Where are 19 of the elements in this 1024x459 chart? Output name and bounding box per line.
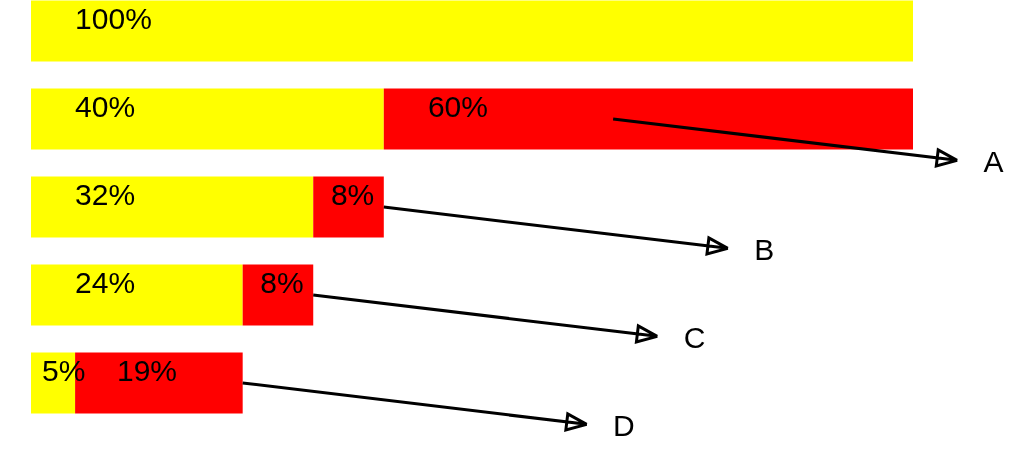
bar xyxy=(383,88,913,150)
bar xyxy=(31,0,913,62)
bar xyxy=(31,264,243,326)
annotation: C xyxy=(683,320,706,354)
data-label: 8% xyxy=(260,266,304,300)
bar xyxy=(242,264,314,326)
annotation: D xyxy=(613,408,635,442)
bar xyxy=(31,176,314,238)
bar xyxy=(31,88,384,150)
bar xyxy=(313,176,384,238)
data-label: 19% xyxy=(117,354,178,388)
data-label: 24% xyxy=(75,266,136,300)
text: A xyxy=(983,144,1004,178)
data-label: 40% xyxy=(75,90,136,124)
data-label: 100% xyxy=(75,2,152,36)
data-label: 32% xyxy=(75,178,136,212)
data-label: 60% xyxy=(427,90,488,124)
data-label: 8% xyxy=(330,178,375,212)
annotation: B xyxy=(754,232,775,266)
